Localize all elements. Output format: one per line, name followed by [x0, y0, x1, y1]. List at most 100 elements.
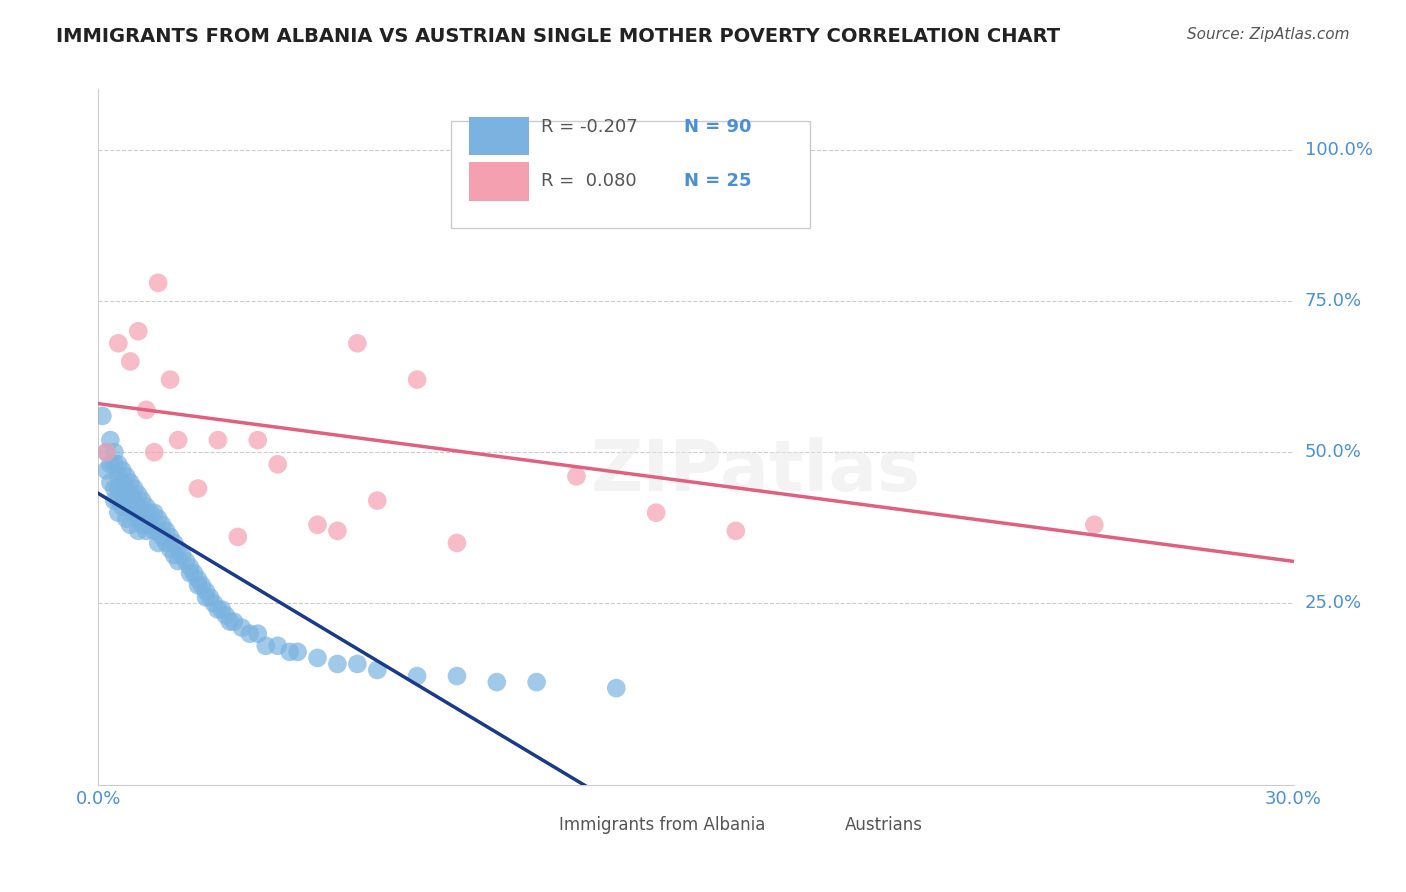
Point: [406, 669, 429, 683]
Point: [485, 167, 508, 181]
Point: [98, 475, 122, 490]
Point: [267, 639, 290, 653]
Point: [115, 482, 138, 496]
Point: [120, 475, 142, 490]
Point: [207, 602, 229, 616]
Point: [127, 512, 149, 526]
Point: [406, 373, 429, 387]
Point: [174, 554, 197, 568]
Point: [246, 626, 269, 640]
Point: [226, 530, 249, 544]
Point: [107, 336, 129, 351]
Point: [91, 409, 114, 423]
Point: [179, 560, 201, 574]
Point: [211, 602, 233, 616]
Point: [115, 493, 138, 508]
FancyBboxPatch shape: [787, 808, 837, 841]
Point: [239, 626, 262, 640]
Point: [326, 524, 349, 538]
Point: [219, 615, 242, 629]
Point: [202, 597, 225, 611]
Text: N = 90: N = 90: [685, 119, 752, 136]
Point: [172, 548, 194, 562]
FancyBboxPatch shape: [451, 120, 810, 228]
Text: Source: ZipAtlas.com: Source: ZipAtlas.com: [1187, 27, 1350, 42]
Point: [96, 463, 118, 477]
Text: ZIPatlas: ZIPatlas: [591, 437, 921, 507]
Point: [167, 541, 190, 556]
Point: [107, 493, 129, 508]
Point: [148, 512, 170, 526]
Point: [307, 651, 329, 665]
Point: [159, 373, 181, 387]
Point: [98, 433, 122, 447]
Point: [278, 645, 301, 659]
Point: [183, 566, 205, 581]
Point: [135, 512, 157, 526]
Point: [124, 482, 146, 496]
Point: [135, 500, 157, 514]
Point: [346, 336, 368, 351]
Point: [191, 578, 214, 592]
Point: [187, 578, 209, 592]
Point: [148, 524, 170, 538]
Point: [115, 512, 138, 526]
Point: [107, 482, 129, 496]
Point: [120, 487, 142, 501]
Text: 100.0%: 100.0%: [1305, 141, 1372, 159]
Point: [155, 536, 177, 550]
Text: R =  0.080: R = 0.080: [541, 172, 637, 190]
Text: N = 25: N = 25: [685, 172, 752, 190]
Point: [111, 487, 134, 501]
Point: [115, 469, 138, 483]
Text: R = -0.207: R = -0.207: [541, 119, 637, 136]
Point: [195, 584, 218, 599]
Point: [198, 591, 221, 605]
Text: 75.0%: 75.0%: [1305, 292, 1362, 310]
Point: [111, 463, 134, 477]
Point: [148, 276, 170, 290]
Point: [131, 493, 153, 508]
Text: Immigrants from Albania: Immigrants from Albania: [558, 815, 765, 834]
Point: [143, 524, 166, 538]
Point: [127, 324, 149, 338]
Point: [143, 506, 166, 520]
Point: [446, 536, 468, 550]
Point: [222, 615, 245, 629]
Point: [187, 572, 209, 586]
Point: [124, 493, 146, 508]
FancyBboxPatch shape: [470, 117, 529, 155]
Point: [159, 530, 181, 544]
Point: [485, 675, 508, 690]
Point: [143, 445, 166, 459]
Point: [446, 669, 468, 683]
Point: [120, 517, 142, 532]
Point: [246, 433, 269, 447]
Point: [565, 469, 588, 483]
Point: [120, 354, 142, 368]
Point: [163, 536, 186, 550]
Point: [107, 458, 129, 472]
Point: [231, 621, 253, 635]
Point: [127, 500, 149, 514]
Point: [1083, 517, 1105, 532]
Point: [103, 458, 125, 472]
Point: [107, 506, 129, 520]
Point: [103, 493, 125, 508]
Point: [605, 681, 627, 695]
Point: [111, 500, 134, 514]
Point: [346, 657, 368, 671]
Point: [98, 458, 122, 472]
Point: [254, 639, 277, 653]
Point: [103, 445, 125, 459]
Point: [139, 517, 162, 532]
Point: [179, 566, 201, 581]
Point: [120, 500, 142, 514]
Point: [103, 482, 125, 496]
Point: [127, 524, 149, 538]
Point: [307, 517, 329, 532]
Text: 50.0%: 50.0%: [1305, 443, 1361, 461]
Point: [139, 506, 162, 520]
Point: [131, 506, 153, 520]
Point: [107, 469, 129, 483]
